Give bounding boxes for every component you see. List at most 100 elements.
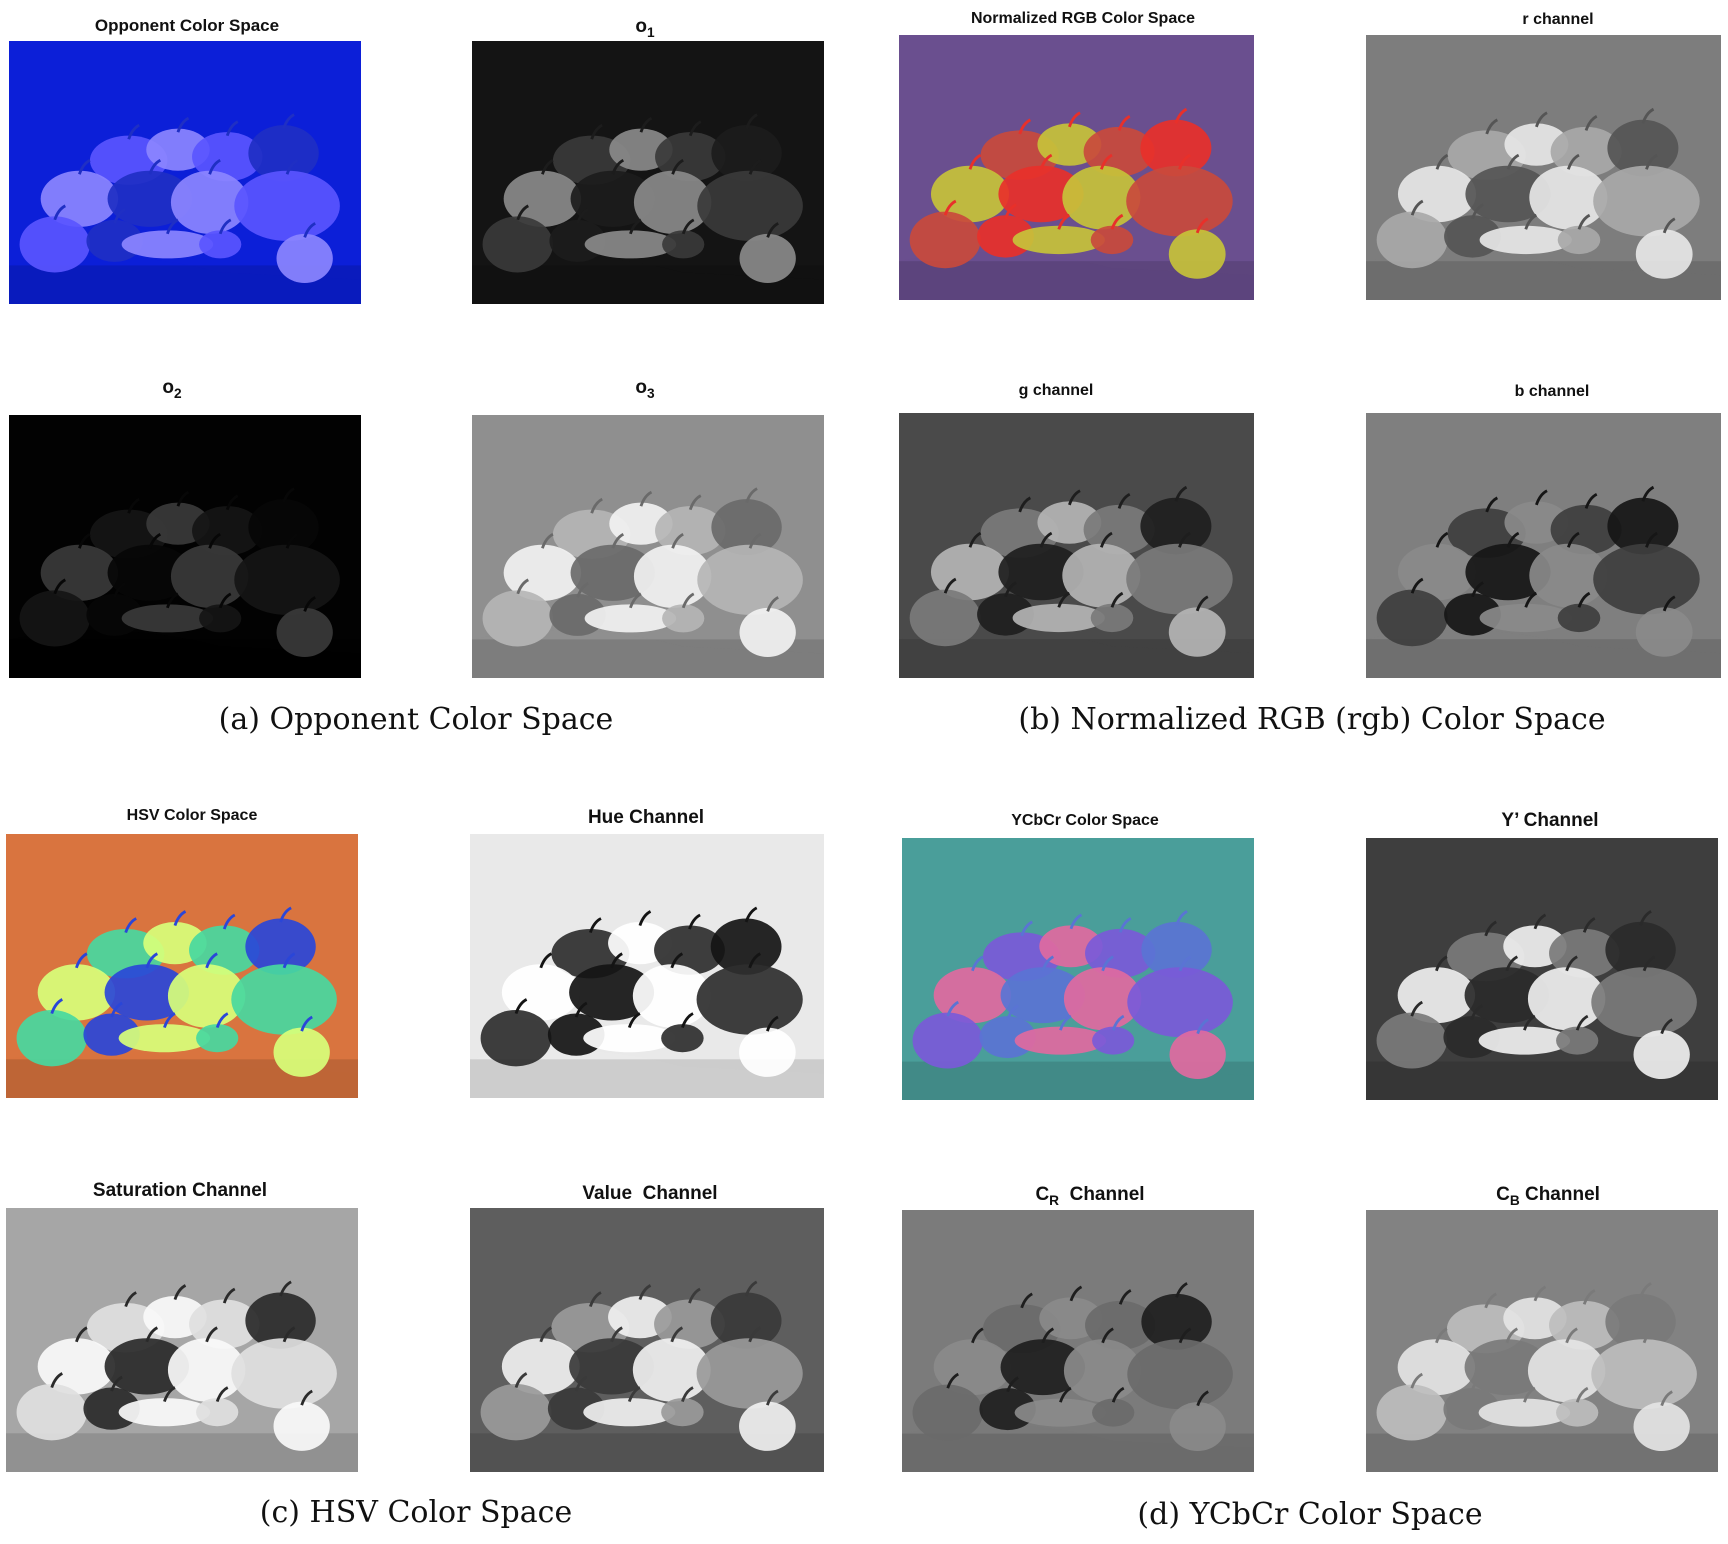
- pepper-stem: [574, 1001, 588, 1018]
- panel-title-o1: o1: [635, 16, 655, 40]
- panel-image-svg: [9, 41, 361, 304]
- image-r-channel: [1366, 35, 1721, 300]
- pepper-shape: [655, 132, 726, 182]
- pepper-shape: [1593, 543, 1700, 615]
- pepper-shape: [1464, 967, 1550, 1024]
- pepper-shape: [998, 165, 1084, 223]
- pepper-stem: [514, 1372, 528, 1388]
- pepper-stem: [1196, 1018, 1209, 1035]
- pepper-shape: [40, 170, 119, 227]
- pepper-shape: [1092, 1398, 1135, 1427]
- image-value-channel: [470, 1208, 824, 1472]
- pepper-stem: [541, 158, 554, 175]
- pepper-stem: [1575, 1014, 1589, 1031]
- pepper-stem: [1174, 485, 1188, 502]
- pepper-shape: [661, 1024, 704, 1053]
- table-cloth: [1366, 1052, 1718, 1100]
- pepper-shape: [583, 1024, 676, 1053]
- pepper-stem: [282, 1326, 296, 1343]
- pepper-stem: [1471, 581, 1484, 598]
- pepper-stem: [166, 218, 179, 235]
- panel-image-svg: [6, 1208, 358, 1472]
- pepper-stem: [766, 1015, 779, 1032]
- table-cloth: [899, 630, 1254, 678]
- pepper-stem: [225, 494, 239, 511]
- pepper-stem: [1565, 1327, 1578, 1344]
- pepper-stem: [639, 116, 653, 133]
- panel-image-svg: [1366, 838, 1718, 1100]
- image-normalized-rgb: [899, 35, 1254, 300]
- pepper-stem: [589, 917, 602, 934]
- table-cloth: [1366, 1424, 1718, 1472]
- pepper-shape: [1635, 229, 1693, 279]
- pepper-stem: [1068, 111, 1081, 128]
- pepper-shape: [1549, 928, 1620, 978]
- pepper-shape: [1090, 603, 1134, 633]
- panel-title-value-channel: Value Channel: [582, 1183, 718, 1204]
- pepper-shape: [1083, 126, 1155, 177]
- pepper-shape: [37, 1338, 116, 1395]
- pepper-stem: [1642, 1327, 1656, 1344]
- pepper-stem: [1057, 213, 1071, 230]
- pepper-stem: [1639, 910, 1652, 926]
- pepper-stem: [124, 917, 137, 934]
- pepper-shape: [1397, 967, 1476, 1024]
- image-saturation-channel: [6, 1208, 358, 1472]
- pepper-stem: [1101, 1327, 1114, 1344]
- pepper-stem: [148, 158, 162, 175]
- pepper-stem: [205, 952, 218, 969]
- pepper-shape: [121, 604, 214, 633]
- pepper-stem: [50, 1372, 64, 1388]
- image-opponent-color-space: [9, 41, 361, 304]
- pepper-stem: [766, 1389, 779, 1406]
- pepper-stem: [1175, 910, 1188, 926]
- pepper-shape: [1014, 1398, 1107, 1427]
- panel-title-normalized-rgb: Normalized RGB Color Space: [970, 10, 1196, 27]
- pepper-stem: [744, 906, 758, 923]
- pepper-stem: [745, 487, 758, 504]
- pepper-stem: [1117, 493, 1131, 509]
- pepper-stem: [639, 490, 653, 507]
- table-cloth: [902, 1052, 1254, 1100]
- pepper-stem: [1410, 1372, 1424, 1389]
- pepper-stem: [1582, 917, 1596, 933]
- pepper-stem: [282, 487, 295, 504]
- pepper-shape: [1607, 119, 1679, 177]
- pepper-stem: [1662, 217, 1676, 234]
- pepper-stem: [946, 1372, 960, 1389]
- pepper-shape: [189, 925, 260, 975]
- pepper-stem: [285, 158, 299, 175]
- panel-image-svg: [470, 834, 824, 1098]
- caption-a: (a) Opponent Color Space: [218, 702, 614, 737]
- pepper-stem: [638, 910, 652, 926]
- table-cloth: [899, 252, 1254, 300]
- panel-title-opponent-color-space: Opponent Color Space: [94, 16, 280, 35]
- pepper-stem: [1117, 115, 1131, 131]
- pepper-shape: [1465, 165, 1551, 223]
- pepper-stem: [1565, 955, 1578, 972]
- pepper-stem: [1506, 153, 1520, 170]
- pepper-stem: [300, 1389, 313, 1406]
- pepper-stem: [1110, 213, 1124, 230]
- panel-image-svg: [1366, 413, 1721, 678]
- panel-title-ycbcr-color-space: YCbCr Color Space: [1011, 812, 1159, 829]
- pepper-stem: [110, 1001, 123, 1018]
- panel-title-y-prime-channel: Y’ Channel: [1501, 810, 1599, 831]
- pepper-stem: [1020, 920, 1033, 937]
- pepper-stem: [1533, 913, 1547, 930]
- pepper-shape: [16, 1010, 87, 1067]
- panel-image-svg: [472, 41, 824, 304]
- pepper-shape: [661, 1398, 704, 1427]
- pepper-stem: [1567, 531, 1580, 548]
- pepper-stem: [1101, 955, 1114, 972]
- pepper-stem: [300, 1015, 313, 1032]
- pepper-stem: [285, 532, 299, 549]
- pepper-shape: [1478, 1398, 1571, 1427]
- pepper-stem: [1041, 955, 1055, 972]
- pepper-shape: [1085, 928, 1156, 978]
- pepper-stem: [1174, 107, 1188, 124]
- pepper-stem: [303, 596, 316, 612]
- pepper-stem: [1100, 153, 1113, 170]
- pepper-stem: [1178, 1327, 1192, 1344]
- pepper-shape: [1527, 967, 1606, 1031]
